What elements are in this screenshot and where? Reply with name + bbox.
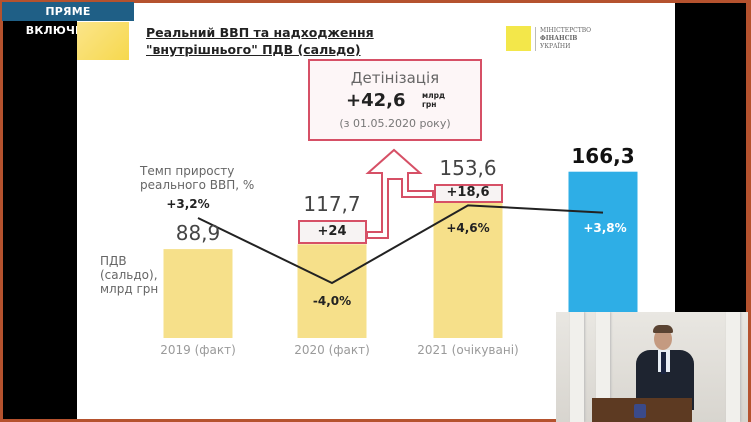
gdp-growth-value: +3,8% (583, 221, 627, 235)
gdp-growth-value: -4,0% (312, 294, 352, 308)
ministry-logo-icon (506, 26, 531, 51)
detinization-arrow (365, 148, 434, 239)
gdp-growth-value: +3,2% (166, 197, 210, 211)
speaker-hair (653, 325, 673, 333)
increment-box: +24 (297, 220, 367, 245)
vat-label-line-2: (сальдо), (100, 268, 158, 282)
ministry-logo-text: МІНІСТЕРСТВО ФІНАНСІВ УКРАЇНИ (540, 27, 591, 51)
x-axis-label: 2019 (факт) (160, 343, 236, 357)
gdp-growth-line (197, 204, 604, 285)
speaker-tie (661, 352, 666, 374)
callout-unit: млрд грн (422, 91, 445, 109)
logo-line-2: ФІНАНСІВ (540, 35, 578, 42)
bar-0 (163, 249, 233, 338)
pillar (596, 312, 610, 422)
slide-title: Реальний ВВП та надходження "внутрішньог… (146, 24, 374, 58)
bar-value-label: 166,3 (571, 143, 635, 168)
title-line-2: "внутрішнього" ПДВ (сальдо) (146, 42, 361, 57)
gdp-growth-label: Темп приросту реального ВВП, % (140, 164, 254, 192)
bar-value-label: 153,6 (439, 156, 497, 181)
x-axis-label: 2020 (факт) (294, 343, 370, 357)
increment-box: +18,6 (433, 184, 503, 203)
callout-title: Детінізація (350, 69, 440, 87)
yellow-decoration (77, 22, 129, 60)
logo-line-1: МІНІСТЕРСТВО (540, 27, 592, 34)
callout-unit-1: млрд (422, 91, 446, 100)
logo-line-3: УКРАЇНИ (540, 43, 571, 50)
x-axis-label: 2021 (очікувані) (417, 343, 519, 357)
callout-unit-2: грн (422, 100, 437, 109)
callout-value: +42,6 (346, 90, 406, 111)
vat-label-line-3: млрд грн (100, 282, 159, 296)
bar-1 (297, 244, 367, 338)
vat-label-line-1: ПДВ (100, 254, 127, 268)
bar-2 (433, 203, 503, 338)
podium-emblem-icon (634, 404, 646, 418)
speaker-video-inset (556, 312, 748, 422)
bar-value-label: 88,9 (175, 221, 221, 246)
callout-date: (з 01.05.2020 року) (339, 117, 451, 130)
pillar (726, 312, 740, 422)
detinization-callout: Детінізація +42,6 млрд грн (з 01.05.2020… (308, 59, 482, 141)
speaker-head (654, 328, 672, 350)
pillar (570, 312, 584, 422)
vat-label: ПДВ (сальдо), млрд грн (100, 254, 158, 296)
gdp-growth-value: +4,6% (446, 221, 490, 235)
gdp-label-line-1: Темп приросту (140, 164, 235, 178)
title-line-1: Реальний ВВП та надходження (146, 25, 374, 40)
logo-divider (535, 27, 536, 51)
bar-value-label: 117,7 (303, 192, 361, 217)
gdp-label-line-2: реального ВВП, % (140, 178, 255, 192)
